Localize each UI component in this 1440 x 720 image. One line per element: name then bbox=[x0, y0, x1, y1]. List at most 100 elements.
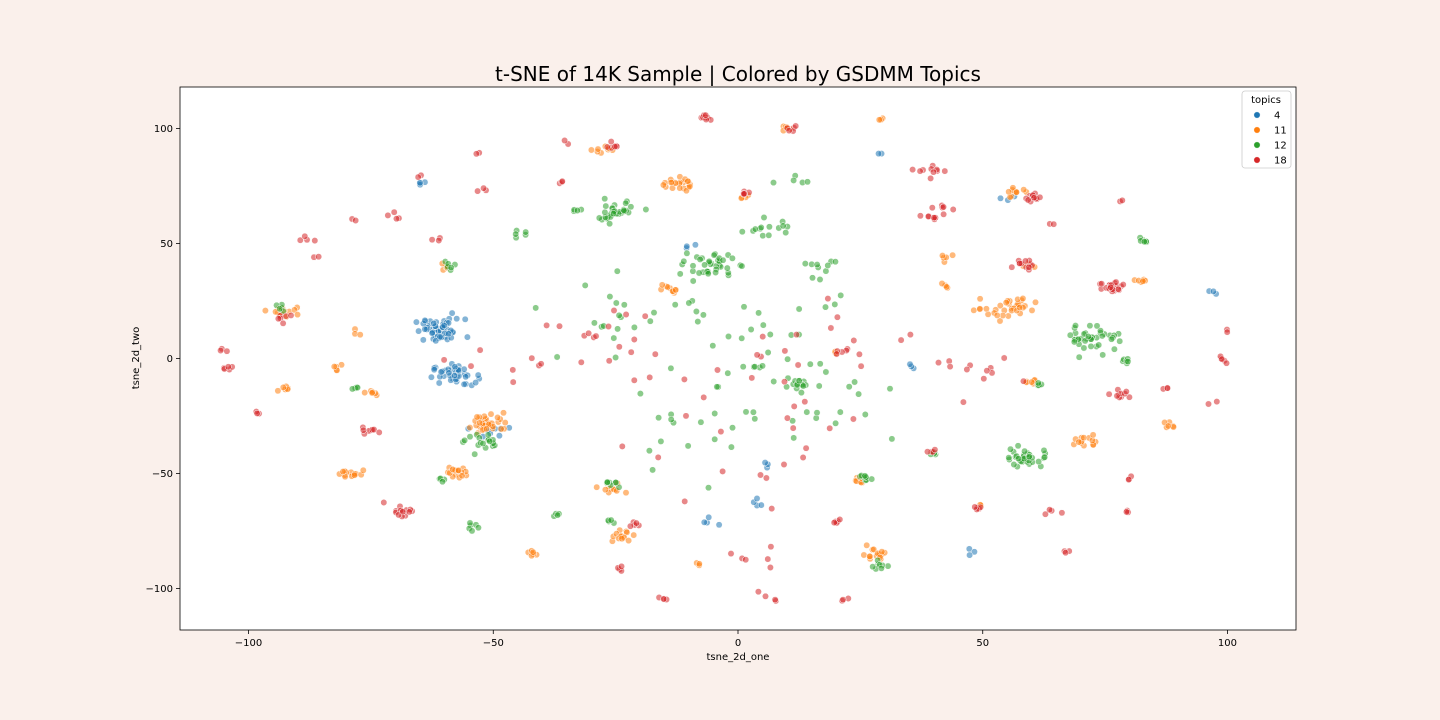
scatter-point bbox=[784, 355, 792, 363]
scatter-point bbox=[449, 465, 457, 473]
scatter-point bbox=[356, 331, 364, 339]
scatter-point bbox=[748, 374, 756, 382]
scatter-point bbox=[315, 253, 323, 261]
scatter-point bbox=[793, 331, 800, 339]
scatter-point bbox=[940, 210, 948, 218]
scatter-point bbox=[522, 228, 530, 236]
legend-label: 18 bbox=[1274, 156, 1287, 167]
scatter-point bbox=[467, 362, 475, 370]
scatter-point bbox=[1122, 388, 1130, 396]
scatter-point bbox=[1080, 344, 1088, 352]
scatter-point bbox=[1098, 280, 1106, 288]
scatter-point bbox=[440, 356, 448, 364]
scatter-point bbox=[605, 323, 612, 330]
scatter-point bbox=[432, 337, 440, 345]
scatter-point bbox=[618, 535, 626, 543]
scatter-point bbox=[1062, 549, 1070, 557]
scatter-point bbox=[626, 522, 634, 530]
scatter-point bbox=[694, 318, 702, 326]
scatter-point bbox=[781, 347, 789, 355]
scatter-point bbox=[1139, 277, 1147, 285]
scatter-point bbox=[590, 319, 598, 327]
scatter-point bbox=[1114, 285, 1122, 293]
y-tick-label: 100 bbox=[154, 124, 173, 135]
scatter-point bbox=[1086, 322, 1094, 330]
scatter-point bbox=[455, 466, 463, 474]
scatter-point bbox=[754, 588, 762, 596]
scatter-point bbox=[692, 308, 700, 315]
scatter-point bbox=[361, 389, 369, 397]
scatter-point bbox=[1021, 447, 1029, 455]
scatter-point bbox=[759, 232, 767, 240]
scatter-point bbox=[512, 230, 520, 238]
scatter-point bbox=[261, 307, 269, 315]
scatter-point bbox=[412, 318, 420, 326]
scatter-point bbox=[416, 179, 424, 187]
scatter-point bbox=[339, 468, 347, 476]
scatter-point bbox=[622, 489, 630, 497]
scatter-point bbox=[615, 343, 623, 351]
scatter-point bbox=[667, 179, 675, 186]
scatter-point bbox=[461, 315, 469, 323]
scatter-point bbox=[827, 324, 835, 332]
scatter-point bbox=[806, 360, 814, 368]
chart-title: t-SNE of 14K Sample | Colored by GSDMM T… bbox=[495, 62, 981, 86]
scatter-point bbox=[790, 402, 798, 410]
scatter-point bbox=[627, 348, 635, 356]
scatter-point bbox=[749, 408, 757, 416]
x-tick-label: 100 bbox=[1218, 638, 1237, 649]
scatter-point bbox=[620, 301, 628, 309]
scatter-point bbox=[421, 316, 429, 324]
scatter-point bbox=[709, 342, 717, 350]
scatter-point bbox=[1125, 476, 1133, 484]
legend-items: 4 11 12 18 bbox=[1253, 111, 1287, 167]
scatter-point bbox=[717, 428, 725, 436]
scatter-point bbox=[1108, 335, 1115, 343]
scatter-point bbox=[861, 411, 869, 418]
scatter-point bbox=[1213, 398, 1221, 406]
scatter-point bbox=[625, 537, 633, 545]
scatter-point bbox=[494, 414, 502, 421]
scatter-point bbox=[689, 277, 697, 285]
scatter-point bbox=[780, 461, 788, 468]
legend-label: 11 bbox=[1274, 126, 1287, 137]
scatter-point bbox=[659, 181, 667, 189]
scatter-point bbox=[949, 251, 957, 259]
scatter-point bbox=[501, 419, 509, 427]
scatter-point bbox=[1016, 259, 1024, 267]
scatter-point bbox=[472, 379, 480, 387]
scatter-point bbox=[500, 409, 507, 417]
scatter-point bbox=[906, 331, 914, 339]
scatter-point bbox=[223, 347, 231, 355]
scatter-point bbox=[359, 466, 367, 474]
scatter-point bbox=[691, 241, 699, 249]
scatter-point bbox=[607, 516, 615, 524]
scatter-point bbox=[667, 416, 675, 423]
scatter-point bbox=[759, 321, 767, 329]
scatter-point bbox=[603, 143, 611, 151]
x-tick-label: −50 bbox=[483, 638, 504, 649]
scatter-point bbox=[702, 111, 710, 119]
scatter-point bbox=[217, 347, 225, 354]
scatter-point bbox=[399, 508, 407, 516]
scatter-point bbox=[833, 350, 841, 358]
scatter-point bbox=[479, 440, 487, 447]
scatter-point bbox=[790, 176, 798, 184]
scatter-point bbox=[486, 437, 494, 445]
scatter-point bbox=[1124, 358, 1132, 365]
scatter-point bbox=[650, 309, 658, 317]
scatter-point bbox=[996, 302, 1004, 310]
scatter-point bbox=[939, 252, 946, 260]
scatter-point bbox=[645, 447, 653, 455]
scatter-point bbox=[474, 524, 482, 532]
scatter-point bbox=[585, 329, 593, 337]
scatter-point bbox=[537, 360, 545, 368]
scatter-point bbox=[824, 295, 832, 303]
scatter-point bbox=[296, 236, 304, 244]
scatter-point bbox=[753, 495, 761, 502]
scatter-point bbox=[630, 336, 638, 343]
scatter-point bbox=[311, 237, 319, 245]
scatter-point bbox=[711, 410, 719, 417]
scatter-point bbox=[440, 321, 448, 329]
legend-label: 4 bbox=[1274, 111, 1280, 122]
